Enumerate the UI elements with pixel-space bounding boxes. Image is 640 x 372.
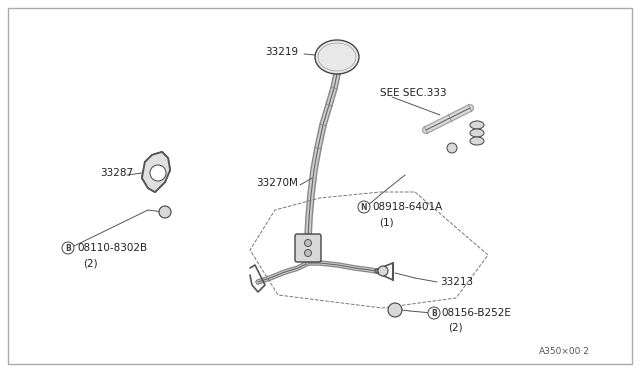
FancyBboxPatch shape [295, 234, 321, 262]
Text: 33270M: 33270M [256, 178, 298, 188]
Circle shape [388, 303, 402, 317]
Text: 08918-6401A: 08918-6401A [372, 202, 442, 212]
Circle shape [305, 250, 312, 257]
Text: (2): (2) [83, 258, 97, 268]
Text: 33219: 33219 [265, 47, 298, 57]
Circle shape [150, 165, 166, 181]
Text: (2): (2) [448, 323, 462, 333]
Text: A350×00·2: A350×00·2 [539, 347, 590, 356]
Circle shape [62, 242, 74, 254]
Text: 08110-8302B: 08110-8302B [77, 243, 147, 253]
Ellipse shape [470, 137, 484, 145]
Text: B: B [65, 244, 71, 253]
Text: 33287: 33287 [100, 168, 133, 178]
Circle shape [358, 201, 370, 213]
Circle shape [378, 266, 388, 276]
Circle shape [447, 143, 457, 153]
Text: N: N [361, 202, 367, 212]
Circle shape [305, 240, 312, 247]
Text: 08156-B252E: 08156-B252E [441, 308, 511, 318]
Ellipse shape [470, 129, 484, 137]
Polygon shape [142, 152, 170, 192]
Ellipse shape [315, 40, 359, 74]
Text: 33213: 33213 [440, 277, 473, 287]
Circle shape [159, 206, 171, 218]
Text: B: B [431, 308, 437, 317]
Circle shape [428, 307, 440, 319]
Text: SEE SEC.333: SEE SEC.333 [380, 88, 447, 98]
Text: (1): (1) [379, 217, 394, 227]
Ellipse shape [470, 121, 484, 129]
